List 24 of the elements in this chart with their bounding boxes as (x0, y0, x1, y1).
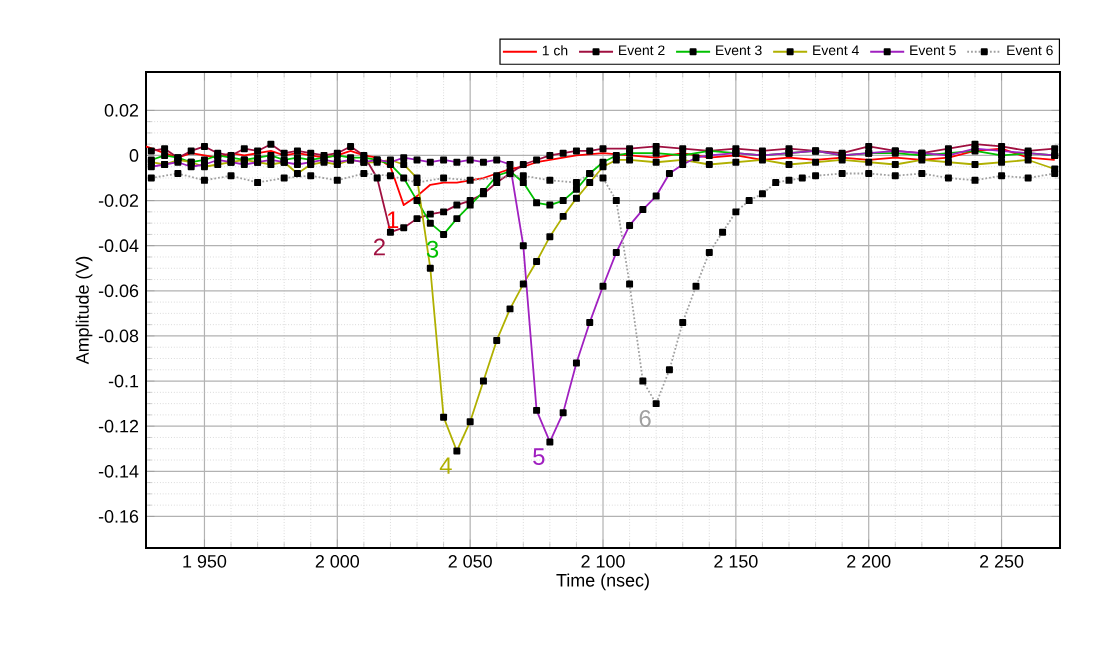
y-tick-label: -0.04 (98, 239, 139, 253)
y-tick-label: -0.02 (98, 194, 139, 207)
y-tick-label: -0.1 (108, 374, 139, 388)
y-tick-label: -0.06 (98, 284, 139, 298)
annotation: 2 (373, 238, 385, 256)
x-tick-label: 2 200 (847, 555, 891, 568)
y-tick-label: -0.16 (98, 510, 139, 523)
annotation: 4 (439, 457, 452, 474)
y-tick-label: -0.12 (98, 419, 139, 433)
x-tick-label: 2 050 (448, 555, 492, 568)
y-tick-label: 0 (129, 149, 139, 162)
annotation: 6 (639, 410, 651, 427)
x-tick-label: 1 950 (183, 555, 227, 568)
y-tick-label: -0.14 (98, 464, 139, 478)
x-tick-label: 2 100 (581, 555, 625, 568)
annotation: 5 (533, 448, 545, 466)
x-tick-label: 2 000 (315, 555, 360, 568)
y-tick-label: 0.02 (104, 103, 139, 117)
x-tick-label: 2 250 (980, 555, 1024, 568)
annotation: 1 (387, 211, 399, 228)
x-tick-label: 2 150 (714, 555, 758, 568)
y-tick-label: -0.08 (98, 329, 139, 343)
x-axis-title: Time (nsec) (556, 573, 649, 591)
y-axis-title: Amplitude (V) (75, 256, 93, 365)
